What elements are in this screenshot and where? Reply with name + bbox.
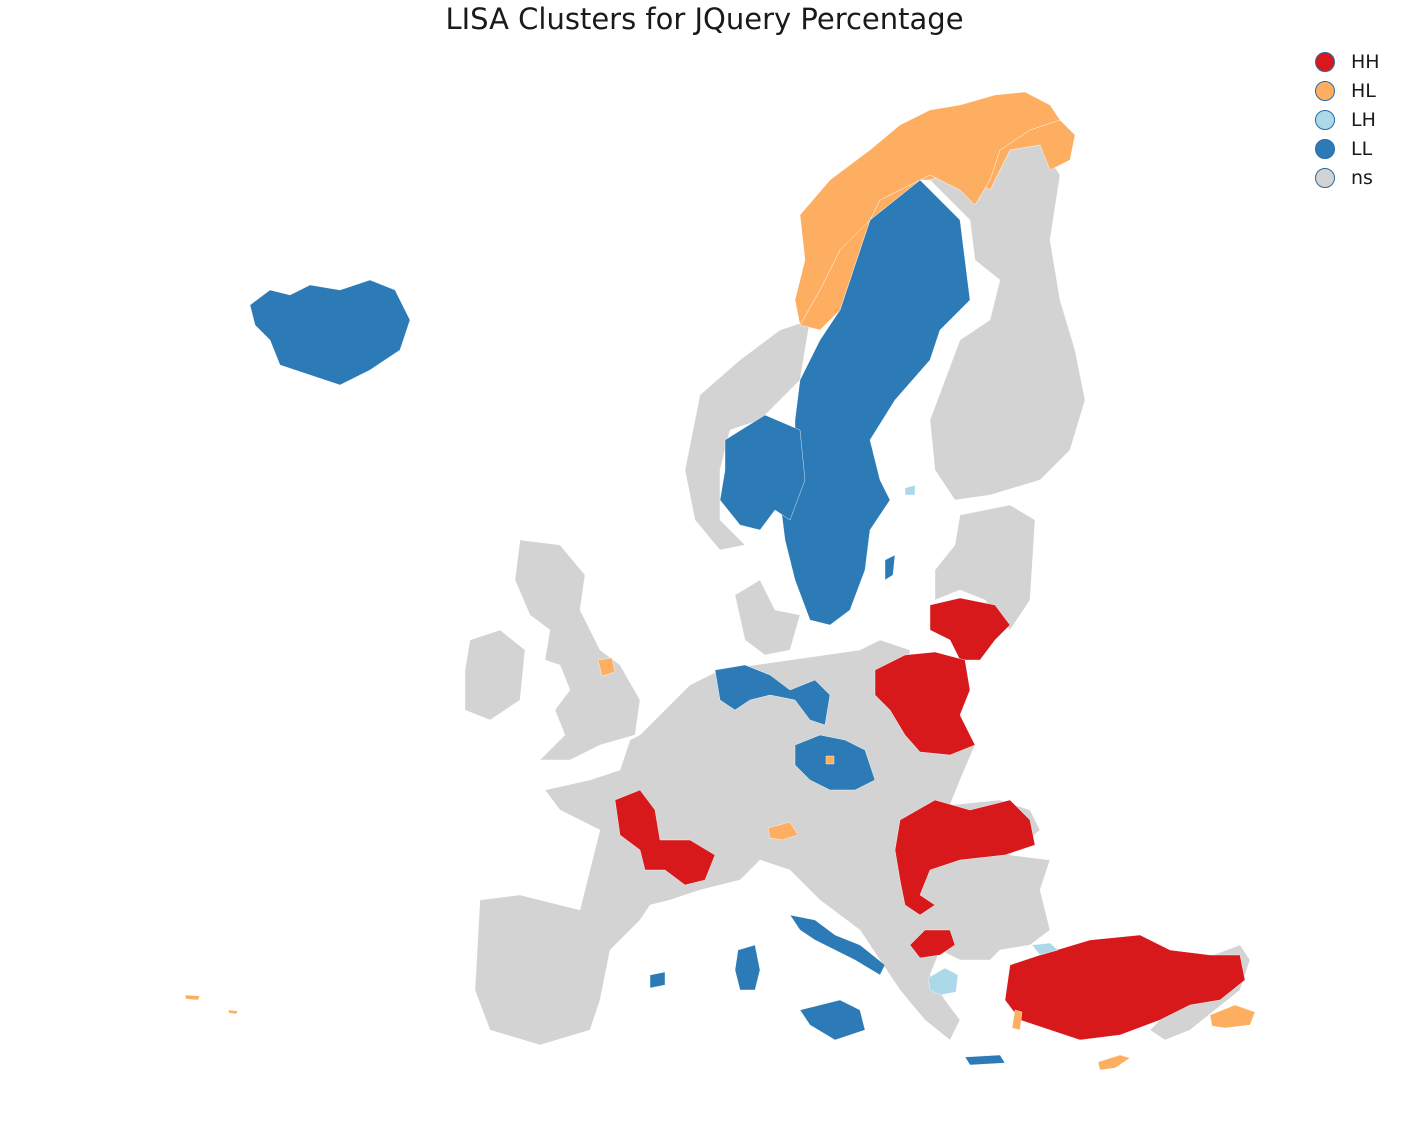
legend-label: HH bbox=[1351, 50, 1380, 73]
region-cyprus bbox=[1097, 1054, 1131, 1071]
legend-marker-lh bbox=[1315, 109, 1335, 130]
map-title: LISA Clusters for JQuery Percentage bbox=[445, 2, 964, 36]
legend-marker-hl bbox=[1315, 80, 1335, 101]
legend-label: LH bbox=[1351, 108, 1376, 131]
ll-regions bbox=[249, 179, 1006, 1066]
region-romania bbox=[894, 799, 1036, 916]
region-iceland bbox=[249, 279, 411, 386]
legend-item-ll: LL bbox=[1315, 134, 1380, 163]
region-finland-islands bbox=[904, 484, 916, 496]
region-finland bbox=[929, 144, 1086, 501]
region-balearic bbox=[649, 971, 666, 989]
legend-label: ns bbox=[1351, 166, 1373, 189]
region-france-central bbox=[614, 789, 716, 886]
region-norway-east bbox=[719, 414, 806, 531]
lh-regions bbox=[904, 484, 1059, 996]
region-great-britain bbox=[514, 539, 641, 761]
region-prague bbox=[825, 755, 835, 765]
region-ireland bbox=[464, 629, 526, 721]
legend-item-lh: LH bbox=[1315, 105, 1380, 134]
region-lithuania bbox=[929, 597, 1011, 661]
region-crete bbox=[964, 1054, 1006, 1066]
legend-marker-ll bbox=[1315, 138, 1335, 159]
legend-marker-hh bbox=[1315, 51, 1335, 72]
hh-regions bbox=[614, 597, 1246, 1041]
legend-label: HL bbox=[1351, 79, 1376, 102]
region-czechia bbox=[794, 734, 876, 791]
region-turkey-southeast bbox=[1209, 1004, 1256, 1029]
region-mainland-europe bbox=[474, 639, 1051, 1046]
region-gotland bbox=[884, 554, 896, 581]
legend-item-ns: ns bbox=[1315, 163, 1380, 192]
region-canaries-1 bbox=[184, 994, 201, 1001]
region-poland-east bbox=[874, 651, 976, 756]
region-greece-north bbox=[927, 967, 959, 996]
region-baltics bbox=[934, 504, 1036, 631]
region-switzerland bbox=[767, 821, 799, 841]
region-italy-central bbox=[789, 914, 886, 976]
region-turkey-thrace bbox=[1031, 942, 1059, 956]
legend-label: LL bbox=[1351, 137, 1373, 160]
region-italy-south bbox=[799, 999, 866, 1041]
region-denmark bbox=[734, 579, 801, 656]
region-sardinia bbox=[734, 944, 761, 991]
legend-item-hh: HH bbox=[1315, 47, 1380, 76]
region-turkey bbox=[1004, 934, 1246, 1041]
hl-regions bbox=[184, 91, 1256, 1071]
region-germany-north bbox=[714, 664, 831, 726]
region-norway-coast bbox=[794, 91, 1061, 326]
region-greek-islands bbox=[1011, 1009, 1023, 1031]
ns-regions bbox=[464, 144, 1251, 1046]
legend: HH HL LH LL ns bbox=[1315, 47, 1380, 192]
region-bulgaria-west bbox=[909, 929, 956, 959]
legend-item-hl: HL bbox=[1315, 76, 1380, 105]
legend-marker-ns bbox=[1315, 167, 1335, 188]
region-canaries-2 bbox=[227, 1009, 239, 1015]
region-uk-leeds bbox=[597, 657, 616, 677]
